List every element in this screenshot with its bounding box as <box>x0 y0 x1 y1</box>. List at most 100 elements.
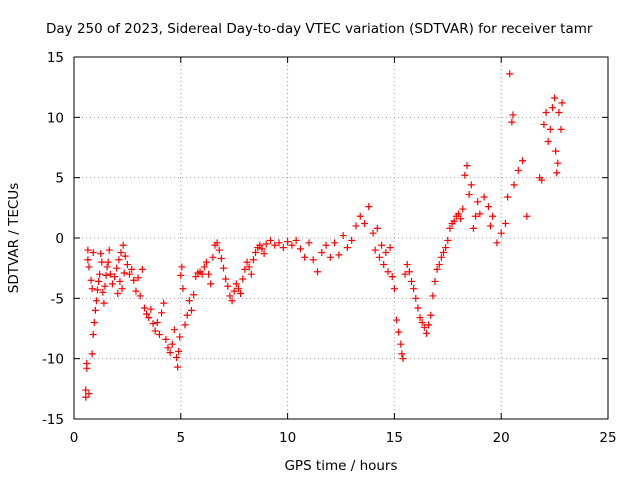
data-point <box>108 280 116 288</box>
data-point <box>418 318 426 326</box>
data-point <box>174 363 182 371</box>
data-point <box>288 241 296 249</box>
data-point <box>258 245 266 253</box>
data-point <box>305 239 313 247</box>
data-point <box>519 157 527 165</box>
data-point <box>88 350 96 358</box>
data-point <box>228 297 236 305</box>
data-point <box>256 241 264 249</box>
y-tick-labels: -15 -10 -5 0 5 10 15 <box>42 50 64 428</box>
data-point <box>143 310 151 318</box>
data-point <box>232 280 240 288</box>
data-point <box>192 273 200 281</box>
data-point <box>252 248 260 256</box>
data-point <box>403 261 411 269</box>
data-point <box>114 290 122 298</box>
data-point <box>442 244 450 252</box>
data-point <box>540 121 548 129</box>
data-point <box>407 277 415 285</box>
data-point <box>398 350 406 358</box>
data-point <box>365 203 373 211</box>
data-point <box>369 229 377 237</box>
data-point <box>444 236 452 244</box>
data-point <box>552 147 560 155</box>
data-point <box>493 239 501 247</box>
data-point <box>190 291 198 299</box>
data-point <box>480 193 488 201</box>
data-point <box>239 275 247 283</box>
data-point <box>275 239 283 247</box>
data-point <box>360 220 368 228</box>
data-point <box>474 198 482 206</box>
data-point <box>506 70 514 78</box>
data-point <box>440 248 448 256</box>
data-point <box>405 268 413 276</box>
data-point <box>170 326 178 334</box>
data-point <box>243 258 251 266</box>
y-tick-label: 15 <box>47 50 64 66</box>
data-point <box>234 285 242 293</box>
data-point <box>416 314 424 322</box>
x-tick-label: 0 <box>70 430 79 446</box>
data-point <box>121 252 129 260</box>
data-point <box>322 241 330 249</box>
data-point <box>538 176 546 184</box>
data-point <box>487 222 495 230</box>
data-point <box>348 236 356 244</box>
data-series <box>82 70 566 401</box>
data-point <box>393 316 401 324</box>
data-point <box>118 285 126 293</box>
data-point <box>168 340 176 348</box>
data-point <box>509 111 517 119</box>
data-point <box>101 282 109 290</box>
data-point <box>84 256 92 264</box>
data-point <box>388 273 396 281</box>
data-point <box>113 264 121 272</box>
data-point <box>175 347 183 355</box>
data-point <box>399 355 407 363</box>
data-point <box>318 248 326 256</box>
data-point <box>425 321 433 329</box>
data-point <box>446 224 454 232</box>
data-point <box>465 191 473 199</box>
data-point <box>215 246 223 254</box>
data-point <box>461 171 469 179</box>
data-point <box>508 118 516 126</box>
data-point <box>343 244 351 252</box>
data-point <box>249 256 257 264</box>
data-point <box>356 212 364 220</box>
data-point <box>301 253 309 261</box>
x-axis-label: GPS time / hours <box>284 458 397 474</box>
data-point <box>115 256 123 264</box>
data-point <box>88 285 96 293</box>
x-tick-label: 10 <box>279 430 296 446</box>
data-point <box>267 236 275 244</box>
chart-title: Day 250 of 2023, Sidereal Day-to-day VTE… <box>46 21 593 37</box>
x-tick-label: 5 <box>177 430 186 446</box>
data-point <box>262 240 270 248</box>
data-point <box>384 268 392 276</box>
data-point <box>331 239 339 247</box>
data-point <box>202 258 210 266</box>
data-point <box>237 290 245 298</box>
data-point <box>375 253 383 261</box>
data-point <box>395 328 403 336</box>
data-point <box>136 292 144 300</box>
data-point <box>105 246 113 254</box>
data-point <box>558 99 566 107</box>
data-point <box>230 287 238 295</box>
y-tick-label: -5 <box>51 291 64 307</box>
data-point <box>83 359 91 367</box>
x-tick-label: 15 <box>386 430 403 446</box>
data-point <box>450 217 458 225</box>
data-point <box>160 299 168 307</box>
data-point <box>469 224 477 232</box>
data-point <box>467 181 475 189</box>
data-point <box>117 248 125 256</box>
data-point <box>179 285 187 293</box>
data-point <box>484 203 492 211</box>
data-point <box>401 270 409 278</box>
data-point <box>548 104 556 112</box>
data-point <box>93 286 101 294</box>
data-point <box>120 269 128 277</box>
